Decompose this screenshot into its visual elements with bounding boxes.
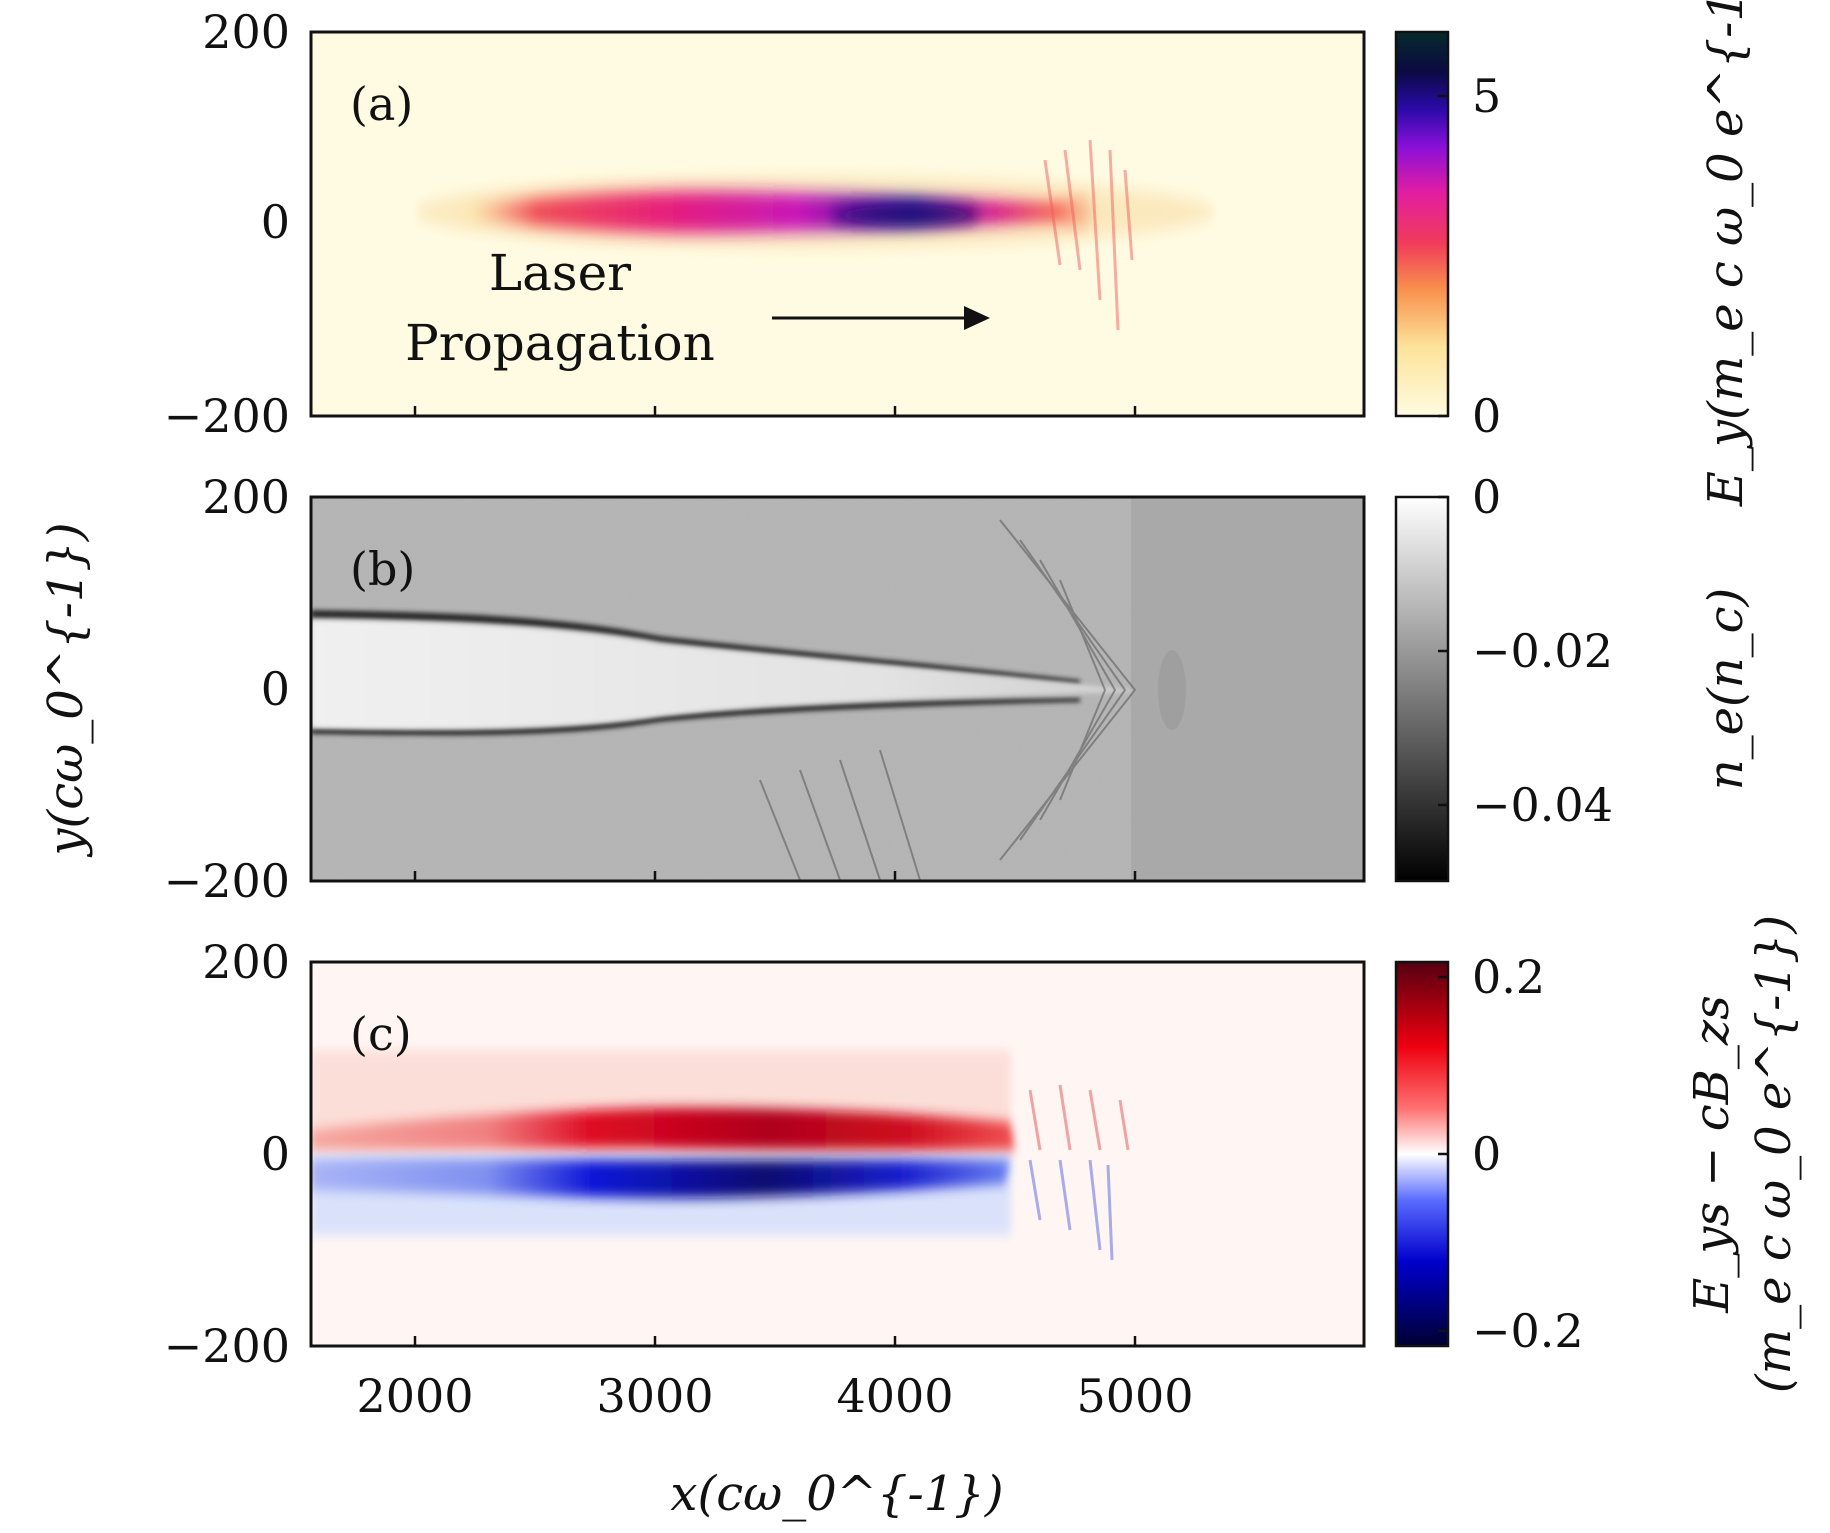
channel-wall-upper [311,610,1080,684]
laser-ripples [1043,139,1134,331]
colorbar-c-tick-m02: −0.2 [1472,1304,1584,1358]
density-channel [311,620,1135,729]
x-axis-label: x(cω_0^{-1}) [670,1466,1003,1522]
panel-b-frame [309,495,1366,883]
panel-b-xticks [413,871,1137,881]
panel-c-frame [309,960,1366,1348]
panel-a-xticks [413,406,1137,416]
panel-c-xticks [413,1336,1137,1346]
colorbar-a-label: E_y(m_e c ω_0 e^{-1}) [1698,0,1754,507]
panel-c-background [311,962,1364,1346]
panel-a-ytick-top: 200 [202,5,290,59]
colorbar-c-label-line1: E_ys − cB_zs [1684,995,1740,1314]
xtick-4000: 4000 [836,1369,953,1423]
xtick-3000: 3000 [596,1369,713,1423]
panel-c-ytick-mid: 0 [261,1127,290,1181]
wake-ripples [759,519,1137,881]
panel-a-ytick-bottom: −200 [164,389,290,443]
panel-b: 200 0 −200 (b) 0 −0.02 −0.04 n_e(n_c) [164,470,1754,908]
xtick-2000: 2000 [356,1369,473,1423]
panel-a-label: (a) [350,77,413,131]
colorbar-a-tick-0: 0 [1472,389,1501,443]
colorbar-a-ticks [1438,94,1448,418]
propagation-arrow [772,306,990,330]
channel-wall-lower [311,698,1080,736]
panel-c-field [311,1050,1130,1261]
colorbar-b-tick-m004: −0.04 [1472,778,1613,832]
panel-c-ytick-bottom: −200 [164,1319,290,1373]
panel-c-ytick-top: 200 [202,935,290,989]
annotation-propagation: Propagation [405,314,715,372]
colorbar-b-ticks [1438,495,1448,807]
panel-a: 200 0 −200 (a) Laser Propagation 0 5 E_y… [164,0,1754,507]
colorbar-b-tick-m002: −0.02 [1472,624,1613,678]
colorbar-c-tick-0: 0 [1472,1127,1501,1181]
colorbar-a-tick-5: 5 [1472,69,1501,123]
front-bump [1158,650,1186,730]
negative-lobe [311,1159,1010,1199]
panel-c-label: (c) [350,1007,412,1061]
colorbar-a [1394,30,1450,418]
colorbar-b-tick-0: 0 [1472,470,1501,524]
colorbar-c-label-line2: (m_e c ω_0 e^{-1}) [1746,915,1802,1393]
panel-b-label: (b) [350,542,415,596]
panel-a-ytick-mid: 0 [261,195,290,249]
xtick-5000: 5000 [1076,1369,1193,1423]
panel-a-frame [309,30,1366,418]
panel-c-ripples [1028,1084,1130,1261]
panel-b-ytick-mid: 0 [261,662,290,716]
panel-b-ytick-top: 200 [202,470,290,524]
colorbar-b-label: n_e(n_c) [1698,588,1754,791]
colorbar-b [1394,495,1450,883]
laser-pulse-core [830,206,980,224]
y-axis-label: y(cω_0^{-1}) [38,522,94,857]
colorbar-c-ticks [1438,975,1448,1333]
panel-b-ytick-bottom: −200 [164,854,290,908]
panel-a-field [415,139,1215,331]
positive-lobe [311,1107,1015,1150]
annotation-laser: Laser [489,244,631,302]
panel-c: 200 0 −200 (c) 2000 3000 4000 5000 0.2 0… [164,915,1802,1423]
colorbar-c-tick-02: 0.2 [1472,950,1545,1004]
panel-b-field [311,497,1364,881]
